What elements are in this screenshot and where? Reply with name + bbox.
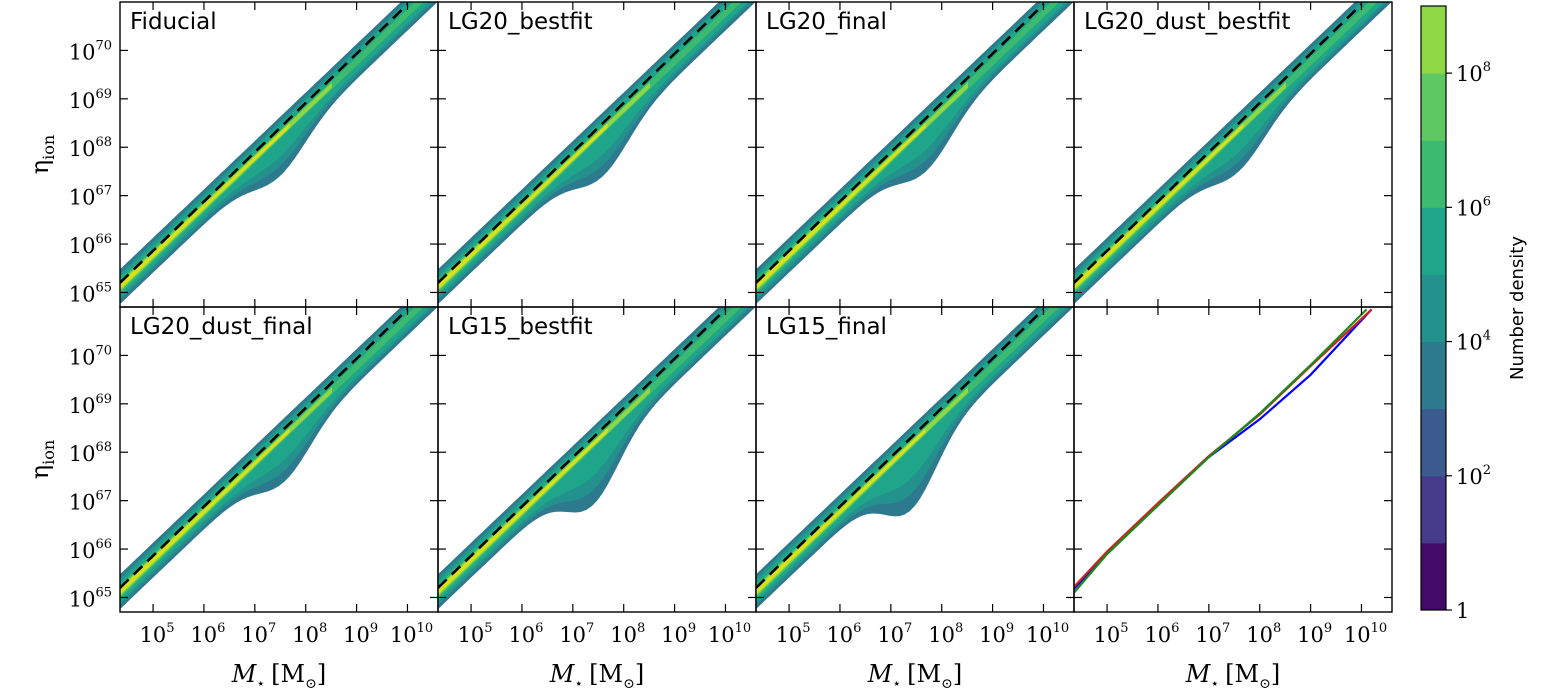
- colorbar-segment: [1421, 274, 1446, 343]
- x-axis-label: M⋆ [M⊙]: [1185, 660, 1280, 692]
- x-tick-label: 108: [928, 621, 963, 647]
- panel-title: LG20_dust_bestfit: [1084, 9, 1290, 35]
- x-tick-label: 109: [1297, 621, 1332, 647]
- panel-title: Fiducial: [130, 9, 217, 35]
- x-tick-label: 106: [826, 621, 861, 647]
- colorbar-segment: [1421, 475, 1446, 544]
- density-layer-6: [756, 428, 926, 595]
- panel-title: LG20_final: [766, 9, 887, 35]
- density-layer-3: [120, 307, 430, 602]
- panel-title: LG15_final: [766, 314, 887, 340]
- density-layer-3: [120, 2, 430, 297]
- fit-line: [1074, 3, 1363, 284]
- x-tick-label: 106: [508, 621, 543, 647]
- y-tick-label: 1065: [69, 585, 112, 611]
- y-tick-label: 1066: [69, 537, 112, 563]
- panel-8: [1074, 308, 1373, 594]
- panel-title: LG15_bestfit: [448, 314, 593, 340]
- colorbar-tick-label: 102: [1456, 463, 1491, 489]
- density-layer-6: [438, 428, 608, 595]
- colorbar-segment: [1421, 207, 1446, 275]
- density-layer-6: [1074, 123, 1244, 290]
- density-layer-3: [756, 2, 1066, 297]
- y-tick-label: 1070: [69, 38, 112, 64]
- fit-line: [438, 3, 727, 284]
- y-tick-label: 1068: [69, 440, 112, 466]
- colorbar-segment: [1421, 408, 1446, 477]
- x-axis-label: M⋆ [M⊙]: [867, 660, 962, 692]
- fit-line: [756, 308, 1045, 589]
- x-tick-label: 1010: [390, 621, 433, 647]
- density-layer-3: [438, 307, 748, 602]
- x-tick-label: 109: [979, 621, 1014, 647]
- colorbar-frame: [1420, 5, 1447, 611]
- fit-line: [120, 3, 409, 284]
- series-line-red: [1074, 308, 1373, 588]
- colorbar-tick-label: 108: [1456, 60, 1491, 86]
- x-tick-label: 106: [190, 621, 225, 647]
- x-axis-label: M⋆ [M⊙]: [231, 660, 326, 692]
- density-layer-3: [438, 2, 748, 297]
- panel-4: [1074, 2, 1392, 305]
- colorbar-tick-label: 106: [1456, 194, 1491, 220]
- x-tick-label: 107: [877, 621, 912, 647]
- x-tick-label: 105: [458, 621, 493, 647]
- x-tick-label: 105: [140, 621, 175, 647]
- density-layer-6: [756, 123, 926, 290]
- panel-6: [438, 307, 756, 610]
- x-tick-label: 1010: [1026, 621, 1069, 647]
- x-tick-label: 107: [559, 621, 594, 647]
- panel-7: [756, 307, 1074, 610]
- y-tick-label: 1069: [69, 87, 112, 113]
- fit-line: [438, 308, 727, 589]
- x-tick-label: 105: [776, 621, 811, 647]
- panel-title: LG20_dust_final: [130, 314, 313, 340]
- x-tick-label: 109: [661, 621, 696, 647]
- panel-frame: [1073, 306, 1393, 613]
- colorbar-segment: [1421, 6, 1446, 74]
- series-line-green: [1074, 308, 1368, 594]
- panel-1: [120, 2, 438, 305]
- x-tick-label: 109: [343, 621, 378, 647]
- colorbar-segment: [1421, 73, 1446, 141]
- x-tick-label: 1010: [1344, 621, 1387, 647]
- y-tick-label: 1068: [69, 135, 112, 161]
- panel-title: LG20_bestfit: [448, 9, 593, 35]
- y-tick-label: 1069: [69, 392, 112, 418]
- y-tick-label: 1065: [69, 280, 112, 306]
- colorbar-segment: [1421, 542, 1446, 611]
- x-tick-label: 107: [241, 621, 276, 647]
- colorbar-tick-label: 104: [1456, 329, 1491, 355]
- y-tick-label: 1066: [69, 232, 112, 258]
- colorbar-tick-label: 1: [1456, 599, 1469, 623]
- y-axis-label: ηion: [26, 135, 58, 174]
- density-layer-6: [438, 123, 608, 290]
- y-axis-label: ηion: [26, 440, 58, 479]
- y-tick-label: 1067: [69, 184, 112, 210]
- fit-line: [756, 3, 1045, 284]
- density-layer-6: [120, 123, 290, 290]
- x-tick-label: 1010: [708, 621, 751, 647]
- x-tick-label: 108: [1246, 621, 1281, 647]
- colorbar-segment: [1421, 341, 1446, 410]
- x-tick-label: 106: [1144, 621, 1179, 647]
- fit-line: [120, 308, 409, 589]
- x-tick-label: 108: [610, 621, 645, 647]
- x-tick-label: 107: [1195, 621, 1230, 647]
- density-layer-6: [120, 428, 290, 595]
- colorbar: 1 102 104 106 108 Number density: [1420, 5, 1528, 623]
- x-axis-label: M⋆ [M⊙]: [549, 660, 644, 692]
- colorbar-label: Number density: [1507, 236, 1528, 380]
- colorbar-segment: [1421, 140, 1446, 208]
- density-layer-3: [756, 307, 1066, 602]
- x-tick-label: 108: [292, 621, 327, 647]
- panel-5: [120, 307, 438, 610]
- panel-3: [756, 2, 1074, 305]
- x-tick-label: 105: [1094, 621, 1129, 647]
- density-layer-3: [1074, 2, 1384, 297]
- y-tick-label: 1070: [69, 343, 112, 369]
- panel-2: [438, 2, 756, 305]
- y-tick-label: 1067: [69, 489, 112, 515]
